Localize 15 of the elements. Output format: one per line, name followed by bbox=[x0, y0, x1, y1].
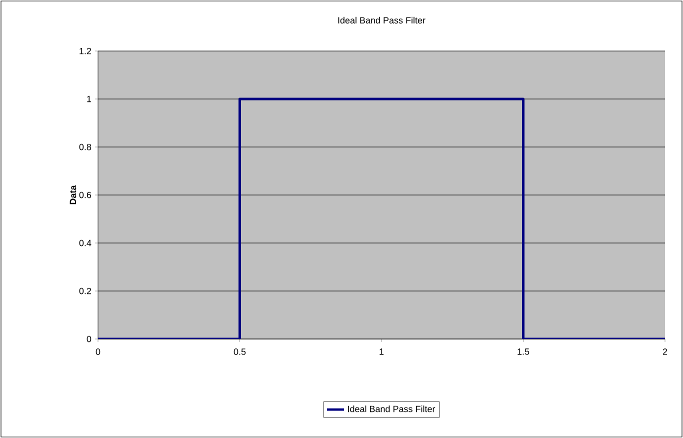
y-tick-label: 0 bbox=[86, 336, 92, 342]
y-tick-label: 1.2 bbox=[80, 48, 92, 54]
y-tick-label: 1 bbox=[87, 96, 92, 102]
x-tick-label: 2 bbox=[662, 348, 668, 355]
x-tick-label: 1 bbox=[380, 348, 384, 355]
chart-title: Ideal Band Pass Filter bbox=[338, 16, 426, 24]
legend-label: Ideal Band Pass Filter bbox=[348, 406, 436, 412]
x-tick-label: 0.5 bbox=[234, 348, 246, 355]
y-tick-label: 0.6 bbox=[79, 192, 92, 198]
x-tick-label: 0 bbox=[96, 348, 100, 355]
y-tick-label: 0.2 bbox=[79, 288, 92, 294]
y-tick-label: 0.8 bbox=[79, 144, 92, 150]
x-tick-label: 1.5 bbox=[518, 348, 530, 355]
y-axis-title: Data bbox=[70, 185, 76, 204]
y-tick-label: 0.4 bbox=[79, 240, 92, 246]
